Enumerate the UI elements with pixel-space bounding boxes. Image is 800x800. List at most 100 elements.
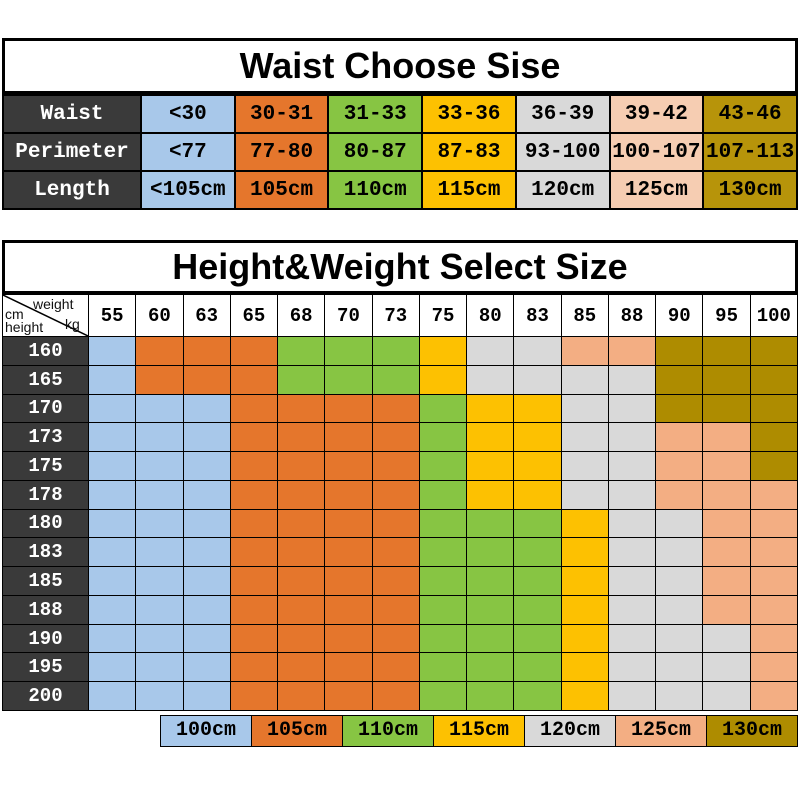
size-cell [135, 652, 184, 683]
waist-cell: 39-42 [608, 94, 705, 134]
waist-row: Length <105cm 105cm 110cm 115cm 120cm 125cm 130… [2, 170, 798, 210]
size-cell [607, 537, 657, 568]
size-cell [324, 364, 373, 395]
size-cell [371, 508, 420, 539]
size-cell [466, 508, 515, 539]
size-cell [135, 336, 184, 366]
height-header-cell: 195 [2, 652, 89, 683]
waist-cell: 30-31 [233, 94, 330, 134]
size-cell [749, 336, 799, 366]
size-cell [655, 652, 704, 683]
size-cell [182, 681, 231, 711]
waist-table-title: Waist Choose Sise [2, 38, 798, 94]
size-cell [135, 393, 184, 424]
corner-cm-label: cm [5, 306, 24, 322]
size-cell [277, 566, 326, 596]
size-cell [87, 623, 137, 654]
size-cell [749, 566, 799, 596]
size-cell [87, 508, 137, 539]
size-cell [749, 537, 799, 568]
size-cell [324, 623, 373, 654]
size-cell [607, 364, 657, 395]
size-cell [655, 393, 704, 424]
size-cell [466, 451, 515, 481]
waist-row-header: Waist [2, 94, 142, 134]
size-cell [749, 422, 799, 453]
size-cell [418, 393, 468, 424]
size-cell [749, 393, 799, 424]
size-cell [277, 479, 326, 510]
size-legend: 100cm 105cm 110cm 115cm 120cm 125cm 130cm [160, 714, 798, 747]
size-cell [87, 537, 137, 568]
size-cell [277, 594, 326, 625]
size-cell [135, 681, 184, 711]
size-cell [655, 336, 704, 366]
size-cell [87, 451, 137, 481]
height-header-cell: 200 [2, 681, 89, 711]
size-cell [607, 422, 657, 453]
size-cell [229, 479, 279, 510]
waist-cell: 93-100 [514, 132, 611, 172]
size-row: 178 [2, 479, 799, 510]
legend-item: 125cm [616, 714, 707, 747]
size-cell [135, 364, 184, 395]
corner-height-label: height [5, 319, 44, 335]
size-cell [371, 422, 420, 453]
weight-header-cell: 83 [513, 294, 562, 337]
size-row: 170 [2, 393, 799, 424]
size-cell [182, 479, 231, 510]
size-cell [655, 364, 704, 395]
size-cell [182, 422, 231, 453]
size-row: 185 [2, 566, 799, 596]
weight-header-row: weight kg cm height 55 60 63 65 68 70 73 75 80 83… [2, 294, 799, 337]
size-cell [607, 566, 657, 596]
size-cell [655, 537, 704, 568]
size-cell [87, 594, 137, 625]
size-cell [655, 479, 704, 510]
size-cell [466, 681, 515, 711]
height-header-cell: 185 [2, 566, 89, 596]
height-header-cell: 180 [2, 508, 89, 539]
size-cell [513, 336, 562, 366]
size-cell [324, 393, 373, 424]
size-cell [560, 594, 609, 625]
weight-header-cell: 68 [277, 294, 326, 337]
corner-cell: weight kg cm height [2, 294, 89, 337]
size-cell [607, 623, 657, 654]
size-cell [749, 479, 799, 510]
size-cell [749, 508, 799, 539]
size-cell [655, 681, 704, 711]
size-cell [182, 537, 231, 568]
weight-header-cell: 95 [702, 294, 751, 337]
size-cell [607, 393, 657, 424]
size-cell [607, 681, 657, 711]
size-cell [749, 652, 799, 683]
size-cell [702, 681, 751, 711]
size-cell [560, 479, 609, 510]
size-cell [182, 594, 231, 625]
size-cell [324, 479, 373, 510]
size-cell [466, 479, 515, 510]
size-cell [466, 623, 515, 654]
weight-header-cell: 90 [655, 294, 704, 337]
size-cell [655, 566, 704, 596]
size-cell [87, 479, 137, 510]
height-header-cell: 175 [2, 451, 89, 481]
size-cell [655, 422, 704, 453]
size-cell [277, 537, 326, 568]
size-cell [229, 623, 279, 654]
size-cell [371, 681, 420, 711]
size-cell [560, 393, 609, 424]
size-cell [324, 681, 373, 711]
size-cell [513, 364, 562, 395]
size-cell [513, 393, 562, 424]
size-cell [371, 336, 420, 366]
size-cell [513, 422, 562, 453]
weight-header-cell: 65 [229, 294, 279, 337]
weight-header-cell: 63 [182, 294, 231, 337]
size-row: 165 [2, 364, 799, 395]
waist-cell: <105cm [140, 170, 236, 210]
size-cell [702, 652, 751, 683]
waist-cell: <77 [140, 132, 236, 172]
